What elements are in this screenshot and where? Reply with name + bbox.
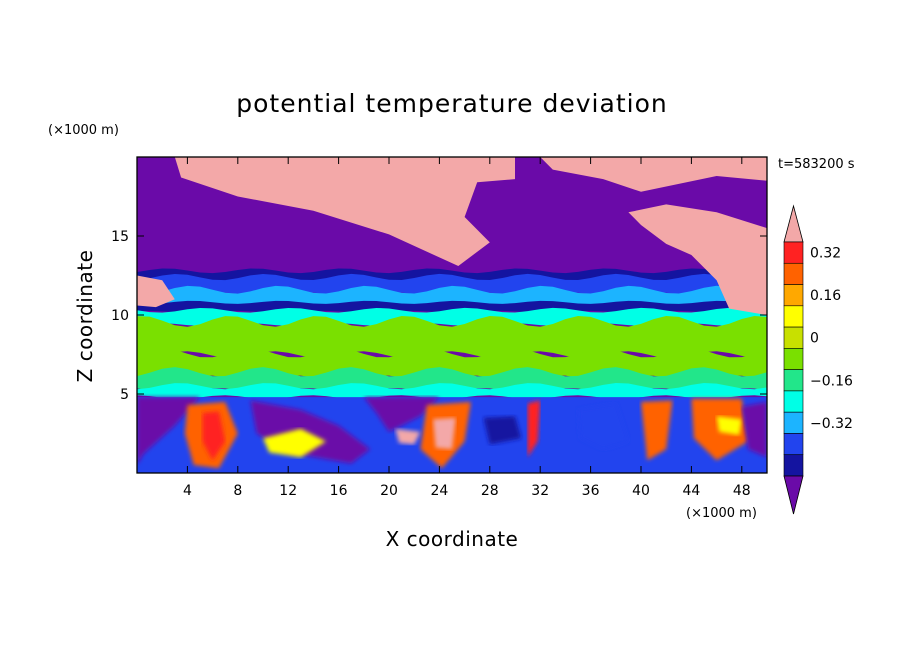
colorbar-swatch <box>783 241 804 264</box>
x-tick-label: 44 <box>682 483 700 499</box>
colorbar-swatch <box>783 369 804 392</box>
x-tick-label: 4 <box>183 483 192 499</box>
chart-title: potential temperature deviation <box>236 89 667 118</box>
x-tick-label: 20 <box>380 483 398 499</box>
x-tick-label: 32 <box>531 483 549 499</box>
field-eddy <box>741 401 767 458</box>
field-cloud <box>137 275 175 308</box>
colorbar-tick-label: −0.32 <box>810 416 853 432</box>
x-axis: 4 8 12 16 20 24 28 32 36 40 44 48 <box>183 157 751 499</box>
y-axis: 5 10 15 <box>111 229 767 403</box>
colorbar: 0.32 0.16 0 −0.16 −0.32 <box>783 204 853 515</box>
field-eddy <box>716 416 742 436</box>
field-eddy <box>137 397 200 466</box>
colorbar-swatch <box>783 326 804 349</box>
field-band <box>137 307 767 326</box>
colorbar-tick-label: −0.16 <box>810 373 853 389</box>
colorbar-swatch <box>783 284 804 307</box>
field-eddy <box>527 400 541 458</box>
colorbar-swatch <box>783 348 804 370</box>
y-unit-label: (×1000 m) <box>48 123 119 138</box>
field-eddy <box>395 428 421 445</box>
colorbar-swatch <box>783 411 804 434</box>
x-tick-label: 16 <box>330 483 348 499</box>
x-tick-label: 48 <box>733 483 751 499</box>
colorbar-swatch <box>783 454 804 477</box>
x-tick-label: 28 <box>481 483 499 499</box>
field-band <box>137 383 767 399</box>
x-tick-label: 40 <box>632 483 650 499</box>
x-tick-label: 12 <box>279 483 297 499</box>
field-eddy <box>263 428 326 458</box>
field-eddy <box>250 400 371 464</box>
y-axis-label: Z coordinate <box>73 250 97 383</box>
colorbar-tick-label: 0 <box>810 331 819 347</box>
x-tick-label: 8 <box>233 483 242 499</box>
field-eddy <box>433 417 456 450</box>
field-cloud <box>174 157 516 267</box>
y-tick-label: 5 <box>120 387 129 403</box>
field-cloud <box>628 204 767 315</box>
colorbar-min-arrow <box>783 475 804 515</box>
colorbar-tick-label: 0.32 <box>810 246 841 262</box>
time-label: t=583200 s <box>778 157 855 172</box>
x-unit-label: (×1000 m) <box>686 506 757 521</box>
field-eddy <box>363 397 440 432</box>
field-eddy <box>578 403 629 450</box>
x-tick-label: 24 <box>430 483 448 499</box>
field-eddy <box>641 400 673 461</box>
plot-area <box>137 157 767 473</box>
field-cloud <box>540 157 767 192</box>
y-tick-label: 15 <box>111 229 129 245</box>
colorbar-swatch <box>783 433 804 456</box>
x-axis-label: X coordinate <box>386 527 519 551</box>
field-eddy <box>202 411 226 461</box>
colorbar-tick-label: 0.16 <box>810 288 841 304</box>
field-eddy <box>483 416 522 445</box>
colorbar-max-arrow <box>783 204 804 243</box>
colorbar-swatch <box>783 390 804 413</box>
y-tick-label: 10 <box>111 308 129 324</box>
field-band <box>137 315 767 358</box>
colorbar-swatch <box>783 262 804 285</box>
colorbar-swatch <box>783 305 804 328</box>
x-tick-label: 36 <box>582 483 600 499</box>
